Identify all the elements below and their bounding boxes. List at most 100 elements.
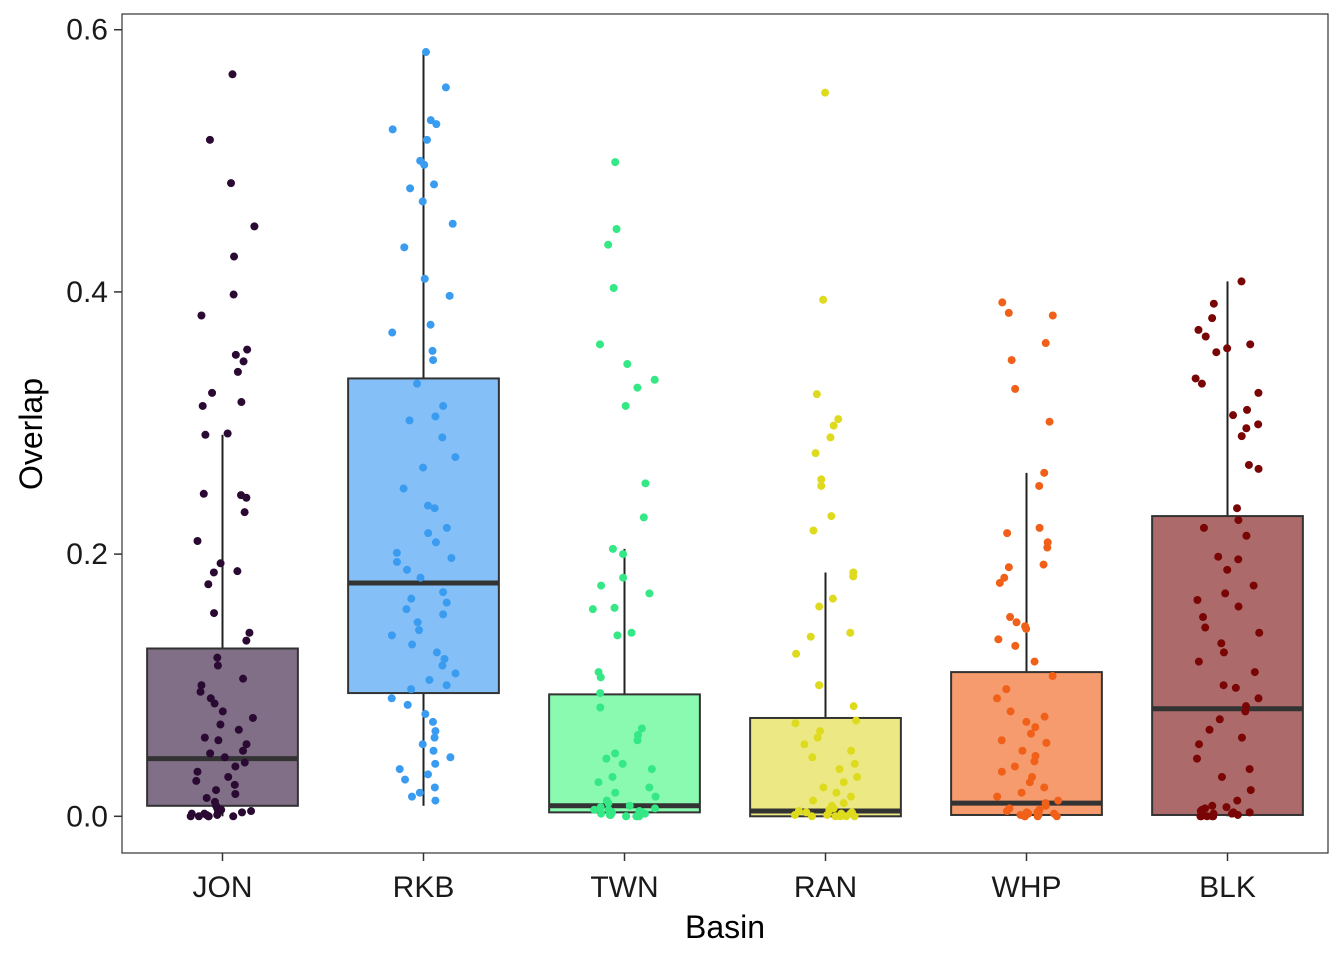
point-rkb xyxy=(432,648,441,657)
point-ran xyxy=(850,759,859,768)
point-jon xyxy=(230,252,239,261)
point-whp xyxy=(1018,746,1027,755)
point-rkb xyxy=(431,727,440,736)
point-rkb xyxy=(451,669,460,678)
point-rkb xyxy=(415,788,424,797)
point-jon xyxy=(237,398,246,407)
point-twn xyxy=(645,783,654,792)
point-rkb xyxy=(438,433,447,442)
point-rkb xyxy=(426,116,435,125)
point-rkb xyxy=(429,356,438,365)
point-jon xyxy=(233,367,242,376)
point-blk xyxy=(1208,801,1217,810)
y-tick-label: 0.0 xyxy=(66,800,108,833)
point-whp xyxy=(1003,529,1012,538)
point-twn xyxy=(619,550,628,559)
point-rkb xyxy=(430,504,439,513)
point-whp xyxy=(994,635,1003,644)
point-ran xyxy=(790,810,799,819)
point-ran xyxy=(817,481,826,490)
point-ran xyxy=(852,716,861,725)
point-whp xyxy=(1041,801,1050,810)
point-whp xyxy=(1035,481,1044,490)
point-jon xyxy=(247,807,256,816)
point-twn xyxy=(590,805,599,814)
point-rkb xyxy=(426,320,435,329)
point-blk xyxy=(1231,683,1240,692)
point-jon xyxy=(213,661,222,670)
point-twn xyxy=(605,810,614,819)
point-twn xyxy=(596,803,605,812)
point-ran xyxy=(826,433,835,442)
point-blk xyxy=(1208,314,1217,323)
point-ran xyxy=(832,788,841,797)
y-tick-label: 0.6 xyxy=(66,14,108,47)
point-jon xyxy=(248,713,257,722)
point-rkb xyxy=(442,598,451,607)
point-jon xyxy=(204,580,213,589)
point-jon xyxy=(206,749,215,758)
point-whp xyxy=(997,736,1006,745)
point-whp xyxy=(1042,738,1051,747)
point-ran xyxy=(792,649,801,658)
point-twn xyxy=(611,749,620,758)
point-rkb xyxy=(408,640,417,649)
point-blk xyxy=(1246,786,1255,795)
point-whp xyxy=(1004,308,1013,317)
point-ran xyxy=(807,812,816,821)
point-blk xyxy=(1233,504,1242,513)
point-jon xyxy=(213,653,222,662)
point-jon xyxy=(243,345,252,354)
point-twn xyxy=(612,224,621,233)
point-ran xyxy=(847,746,856,755)
point-rkb xyxy=(439,610,448,619)
point-blk xyxy=(1241,707,1250,716)
point-whp xyxy=(1022,624,1031,633)
point-blk xyxy=(1233,796,1242,805)
point-ran xyxy=(823,810,832,819)
point-rkb xyxy=(402,605,411,614)
point-rkb xyxy=(431,412,440,421)
point-whp xyxy=(1043,543,1052,552)
point-twn xyxy=(651,792,660,801)
point-twn xyxy=(632,812,641,821)
point-twn xyxy=(641,479,650,488)
point-whp xyxy=(1045,417,1054,426)
point-blk xyxy=(1234,516,1243,525)
point-twn xyxy=(633,383,642,392)
point-ran xyxy=(809,526,818,535)
point-blk xyxy=(1212,348,1221,357)
x-tick-label-whp: WHP xyxy=(992,871,1062,904)
point-rkb xyxy=(405,416,414,425)
plot-panel-border xyxy=(121,13,1329,854)
point-whp xyxy=(1031,723,1040,732)
point-ran xyxy=(828,594,837,603)
point-whp xyxy=(1040,712,1049,721)
point-blk xyxy=(1245,808,1254,817)
point-twn xyxy=(597,581,606,590)
point-blk xyxy=(1198,805,1207,814)
point-rkb xyxy=(392,557,401,566)
point-jon xyxy=(201,430,210,439)
point-jon xyxy=(240,508,249,517)
point-jon xyxy=(209,568,218,577)
point-twn xyxy=(595,340,604,349)
point-twn xyxy=(647,765,656,774)
plot-panel-background xyxy=(122,14,1328,853)
point-whp xyxy=(1017,788,1026,797)
point-rkb xyxy=(407,594,416,603)
point-ran xyxy=(821,88,830,97)
point-blk xyxy=(1223,344,1232,353)
point-blk xyxy=(1223,565,1232,574)
point-rkb xyxy=(429,746,438,755)
point-ran xyxy=(791,719,800,728)
points-layer xyxy=(186,48,1264,821)
point-whp xyxy=(995,578,1004,587)
point-blk xyxy=(1209,809,1218,818)
point-twn xyxy=(639,513,648,522)
point-rkb xyxy=(413,379,422,388)
point-jon xyxy=(250,222,259,231)
point-jon xyxy=(210,609,219,618)
point-rkb xyxy=(421,710,430,719)
